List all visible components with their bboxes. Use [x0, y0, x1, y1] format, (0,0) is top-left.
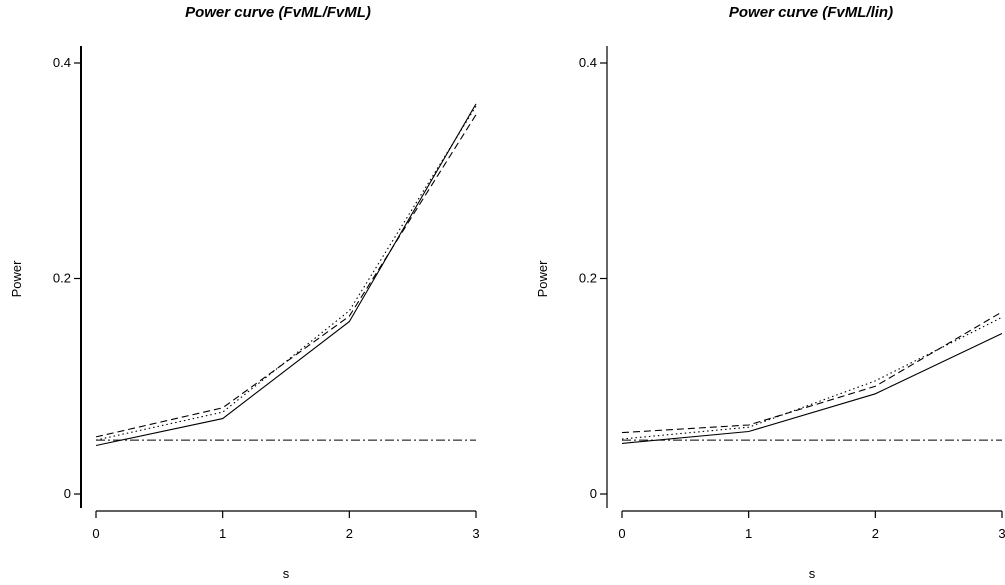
y-tick-label: 0: [590, 486, 597, 501]
x-tick-label: 3: [472, 526, 479, 541]
chart-panel-fvml-lin: Power curve (FvML/lin) Power s 0 0.2 0.4 0…: [535, 4, 1005, 581]
series-line-solid: [621, 333, 1003, 444]
y-tick-label: 0.2: [53, 271, 71, 286]
x-tick-label: 1: [745, 526, 752, 541]
x-axis: 0 1 2 3: [618, 510, 1005, 541]
x-axis: 0 1 2 3: [92, 510, 480, 541]
y-axis-label: Power: [9, 260, 24, 298]
series-line-dotted: [95, 105, 477, 441]
x-tick-label: 1: [219, 526, 226, 541]
x-tick-label: 0: [618, 526, 625, 541]
x-tick-label: 3: [998, 526, 1005, 541]
series-line-dashed: [621, 311, 1003, 434]
y-axis: 0 0.2 0.4: [579, 46, 608, 508]
series-group: [621, 311, 1003, 444]
series-line-dashed: [95, 114, 477, 438]
x-axis-label: s: [809, 566, 816, 581]
x-axis-label: s: [283, 566, 290, 581]
y-tick-label: 0.4: [53, 55, 71, 70]
y-axis-label: Power: [535, 260, 550, 298]
y-axis: 0 0.2 0.4: [53, 46, 82, 508]
x-tick-label: 0: [92, 526, 99, 541]
series-line-dotted: [621, 316, 1003, 440]
series-line-solid: [95, 103, 477, 447]
chart-title: Power curve (FvML/lin): [729, 4, 893, 21]
series-group: [95, 103, 477, 447]
y-tick-label: 0: [64, 486, 71, 501]
chart-title: Power curve (FvML/FvML): [185, 4, 371, 21]
y-tick-label: 0.4: [579, 55, 597, 70]
y-tick-label: 0.2: [579, 271, 597, 286]
x-tick-label: 2: [346, 526, 353, 541]
x-tick-label: 2: [872, 526, 879, 541]
chart-panel-fvml-fvml: Power curve (FvML/FvML) Power s 00.20.4 …: [9, 4, 480, 581]
